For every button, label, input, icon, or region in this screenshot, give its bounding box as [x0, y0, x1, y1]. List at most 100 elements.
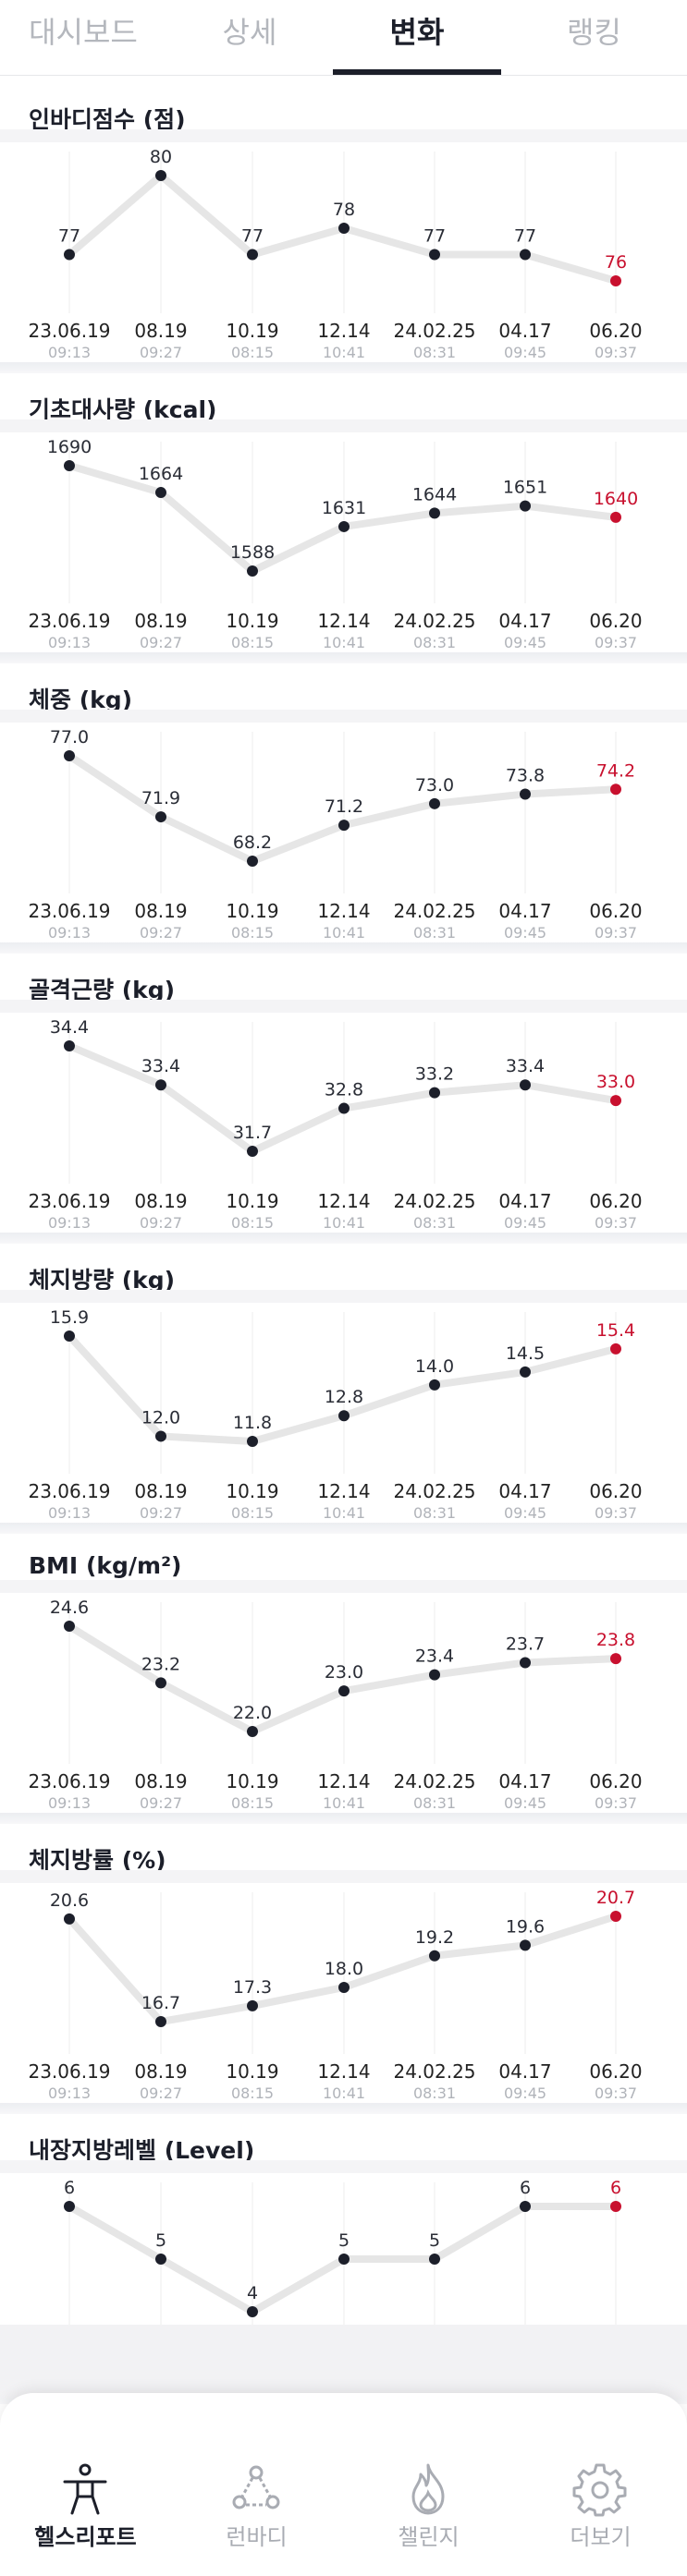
section-divider [0, 1233, 687, 1244]
x-tick-date: 12.14 [317, 2060, 370, 2083]
data-label: 6 [64, 2178, 75, 2198]
x-tick-time: 09:45 [504, 2084, 546, 2102]
x-tick-date: 10.19 [226, 1190, 278, 1212]
data-point [520, 2201, 531, 2212]
data-label: 77 [58, 226, 80, 247]
x-tick-time: 09:13 [48, 2084, 91, 2102]
x-tick-date: 12.14 [317, 320, 370, 342]
data-label: 34.4 [50, 1017, 89, 1038]
nav-more[interactable]: 더보기 [515, 2393, 686, 2576]
data-label: 11.8 [233, 1413, 272, 1433]
data-label: 5 [155, 2230, 166, 2251]
data-point [338, 1981, 350, 1993]
section-divider [0, 1523, 687, 1534]
data-label: 1651 [503, 478, 547, 498]
x-tick-time: 09:27 [140, 1794, 182, 1812]
x-tick-time: 08:31 [413, 1794, 456, 1812]
x-tick-date: 12.14 [317, 610, 370, 632]
data-point [338, 1685, 350, 1697]
nav-health-report[interactable]: 헬스리포트 [0, 2393, 171, 2576]
data-label: 80 [150, 147, 172, 167]
data-point [64, 1913, 75, 1925]
section-header-band [0, 2160, 687, 2173]
x-tick-time: 08:15 [231, 1794, 274, 1812]
data-point [247, 2306, 258, 2317]
x-tick-time: 08:31 [413, 1504, 456, 1522]
line-chart: 24.6 23.2 22.0 23.0 23.4 23.7 23.8 23.06.19 09:1… [28, 1598, 642, 1812]
data-label: 73.0 [415, 775, 454, 796]
section-header-band [0, 710, 687, 723]
latest-data-point [610, 1653, 621, 1665]
data-point [429, 797, 440, 809]
x-tick-time: 09:27 [140, 924, 182, 942]
chart-section-bmr: 기초대사량 (kcal) 1690 1664 1588 1631 1644 1651 164… [0, 373, 687, 663]
tab-ranking[interactable]: 랭킹 [567, 15, 621, 50]
x-tick-date: 24.02.25 [393, 2060, 475, 2083]
chart-section-inbody: 인바디점수 (점) 77 80 77 78 77 77 76 23.06.19 09:13 08.… [0, 83, 687, 373]
x-tick-time: 09:37 [595, 344, 637, 361]
section-divider [0, 942, 687, 954]
data-label: 1640 [594, 489, 638, 509]
nav-label: 헬스리포트 [34, 2524, 137, 2550]
data-point [64, 460, 75, 471]
data-label: 74.2 [596, 760, 635, 781]
data-point [338, 520, 350, 532]
x-tick-date: 08.19 [134, 900, 187, 922]
data-label: 15.4 [596, 1320, 635, 1341]
data-label: 33.0 [596, 1072, 635, 1092]
x-tick-date: 08.19 [134, 320, 187, 342]
tab-detail[interactable]: 상세 [222, 15, 277, 50]
section-title: 기초대사량 (kcal) [29, 396, 217, 423]
section-title: 체지방률 (%) [29, 1847, 166, 1874]
nav-label: 런바디 [226, 2524, 288, 2550]
chart-section-fat-mass: 체지방량 (kg) 15.9 12.0 11.8 12.8 14.0 14.5 15.4 23… [0, 1244, 687, 1534]
x-tick-date: 08.19 [134, 2060, 187, 2083]
data-label: 1664 [139, 464, 183, 484]
section-divider [0, 2103, 687, 2114]
x-tick-time: 09:37 [595, 1214, 637, 1232]
x-tick-time: 08:15 [231, 1214, 274, 1232]
data-point [155, 811, 166, 823]
section-header-band [0, 1290, 687, 1303]
x-tick-time: 10:41 [323, 634, 365, 651]
chart-section-weight: 체중 (kg) 77.0 71.9 68.2 71.2 73.0 73.8 74.2 23.0… [0, 663, 687, 954]
chart-section-bmi: BMI (kg/m²) 24.6 23.2 22.0 23.0 23.4 23.7 23.8… [0, 1534, 687, 1824]
x-tick-date: 08.19 [134, 1190, 187, 1212]
x-tick-date: 10.19 [226, 900, 278, 922]
x-tick-date: 06.20 [589, 2060, 642, 2083]
data-point [338, 223, 350, 234]
data-point [155, 1677, 166, 1689]
nav-challenge[interactable]: 챌린지 [343, 2393, 514, 2576]
x-tick-date: 23.06.19 [28, 610, 110, 632]
x-tick-time: 09:13 [48, 924, 91, 942]
x-tick-date: 23.06.19 [28, 900, 110, 922]
x-tick-time: 09:45 [504, 1214, 546, 1232]
x-tick-date: 04.17 [498, 320, 551, 342]
x-tick-time: 09:37 [595, 924, 637, 942]
x-tick-date: 10.19 [226, 2060, 278, 2083]
data-label: 77.0 [50, 727, 89, 747]
data-label: 31.7 [233, 1123, 272, 1143]
tab-change[interactable]: 변화 [389, 15, 445, 50]
x-tick-date: 24.02.25 [393, 900, 475, 922]
nav-run-body[interactable]: 런바디 [171, 2393, 342, 2576]
tab-dashboard[interactable]: 대시보드 [29, 15, 138, 50]
x-tick-time: 10:41 [323, 1214, 365, 1232]
x-tick-date: 23.06.19 [28, 1480, 110, 1502]
x-tick-time: 10:41 [323, 1794, 365, 1812]
data-point [64, 1621, 75, 1632]
data-point [520, 249, 531, 261]
x-tick-time: 09:27 [140, 1504, 182, 1522]
data-point [155, 1430, 166, 1442]
data-label: 77 [241, 226, 264, 247]
data-point [520, 1657, 531, 1669]
data-label: 5 [338, 2230, 350, 2251]
x-tick-date: 04.17 [498, 610, 551, 632]
x-tick-date: 06.20 [589, 900, 642, 922]
data-point [338, 1102, 350, 1114]
chart-section-muscle: 골격근량 (kg) 34.4 33.4 31.7 32.8 33.2 33.4 33.0 23… [0, 954, 687, 1244]
x-tick-time: 09:13 [48, 1794, 91, 1812]
data-point [429, 1950, 440, 1962]
data-label: 12.8 [325, 1387, 363, 1407]
x-tick-time: 09:27 [140, 2084, 182, 2102]
